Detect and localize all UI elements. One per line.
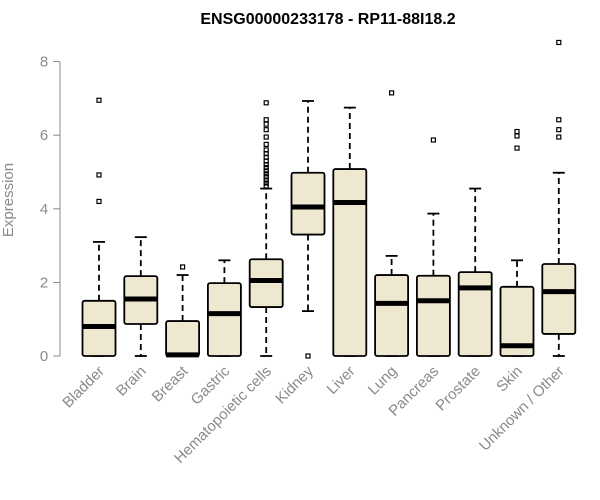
box-body bbox=[374, 274, 410, 357]
box-body bbox=[206, 282, 242, 357]
box-breast bbox=[165, 264, 201, 358]
box-gastric bbox=[206, 259, 242, 357]
x-category-label: Kidney bbox=[272, 362, 317, 407]
x-category-label: Liver bbox=[324, 363, 359, 398]
outlier-point bbox=[263, 147, 269, 153]
box-hematopoietic-cells bbox=[248, 100, 284, 357]
box-unknown-other bbox=[541, 39, 577, 357]
y-tick-label: 0 bbox=[40, 348, 48, 365]
y-axis-label: Expression bbox=[0, 163, 17, 237]
box-lung bbox=[374, 90, 410, 357]
outlier-point bbox=[263, 164, 269, 171]
box-bladder bbox=[81, 97, 117, 357]
outlier-point bbox=[96, 198, 102, 205]
box-skin bbox=[499, 128, 535, 357]
outlier-point bbox=[556, 134, 562, 140]
x-category-label: Breast bbox=[149, 362, 192, 405]
box-prostate bbox=[457, 187, 493, 357]
box-body bbox=[165, 320, 201, 357]
y-tick-label: 2 bbox=[40, 274, 48, 291]
box-body bbox=[541, 263, 577, 335]
x-category-label: Prostate bbox=[432, 363, 484, 415]
outlier-point bbox=[430, 137, 436, 143]
box-pancreas bbox=[415, 137, 451, 357]
outlier-point bbox=[263, 127, 269, 133]
outlier-point bbox=[556, 117, 562, 123]
outlier-point bbox=[263, 141, 269, 147]
x-category-label: Skin bbox=[493, 363, 526, 396]
outlier-point bbox=[263, 174, 269, 180]
outlier-point bbox=[263, 121, 269, 127]
outlier-point bbox=[305, 353, 311, 359]
outlier-point bbox=[96, 172, 102, 178]
box-body bbox=[248, 258, 284, 308]
box-kidney bbox=[290, 100, 326, 359]
x-category-label: Brain bbox=[113, 363, 150, 400]
outlier-point bbox=[556, 39, 562, 46]
y-axis: 0 2 4 6 8 bbox=[40, 54, 61, 365]
outlier-point bbox=[263, 183, 269, 189]
box-body bbox=[290, 171, 326, 236]
box-body bbox=[332, 168, 368, 357]
outlier-point bbox=[263, 177, 269, 183]
outlier-point bbox=[514, 133, 520, 139]
outlier-point bbox=[263, 180, 269, 186]
box-body bbox=[457, 271, 493, 357]
outlier-point bbox=[263, 134, 269, 140]
y-tick-label: 6 bbox=[40, 127, 48, 144]
box-body bbox=[499, 285, 535, 357]
x-category-label: Lung bbox=[365, 363, 401, 399]
outlier-point bbox=[514, 145, 520, 151]
y-tick-label: 4 bbox=[40, 201, 48, 218]
outlier-point bbox=[263, 100, 269, 106]
box-brain bbox=[123, 236, 159, 357]
outlier-point bbox=[389, 90, 395, 96]
outlier-point bbox=[180, 264, 186, 270]
outlier-point bbox=[263, 168, 269, 174]
outlier-point bbox=[556, 127, 562, 133]
outlier-point bbox=[514, 128, 520, 135]
box-series bbox=[81, 39, 577, 359]
y-tick-label: 8 bbox=[40, 54, 48, 71]
outlier-point bbox=[96, 97, 102, 103]
box-liver bbox=[332, 106, 368, 357]
chart-title: ENSG00000233178 - RP11-88I18.2 bbox=[200, 11, 455, 28]
x-category-label: Bladder bbox=[59, 363, 108, 412]
outlier-point bbox=[263, 117, 269, 123]
outlier-point bbox=[263, 171, 269, 177]
box-body bbox=[415, 274, 451, 357]
